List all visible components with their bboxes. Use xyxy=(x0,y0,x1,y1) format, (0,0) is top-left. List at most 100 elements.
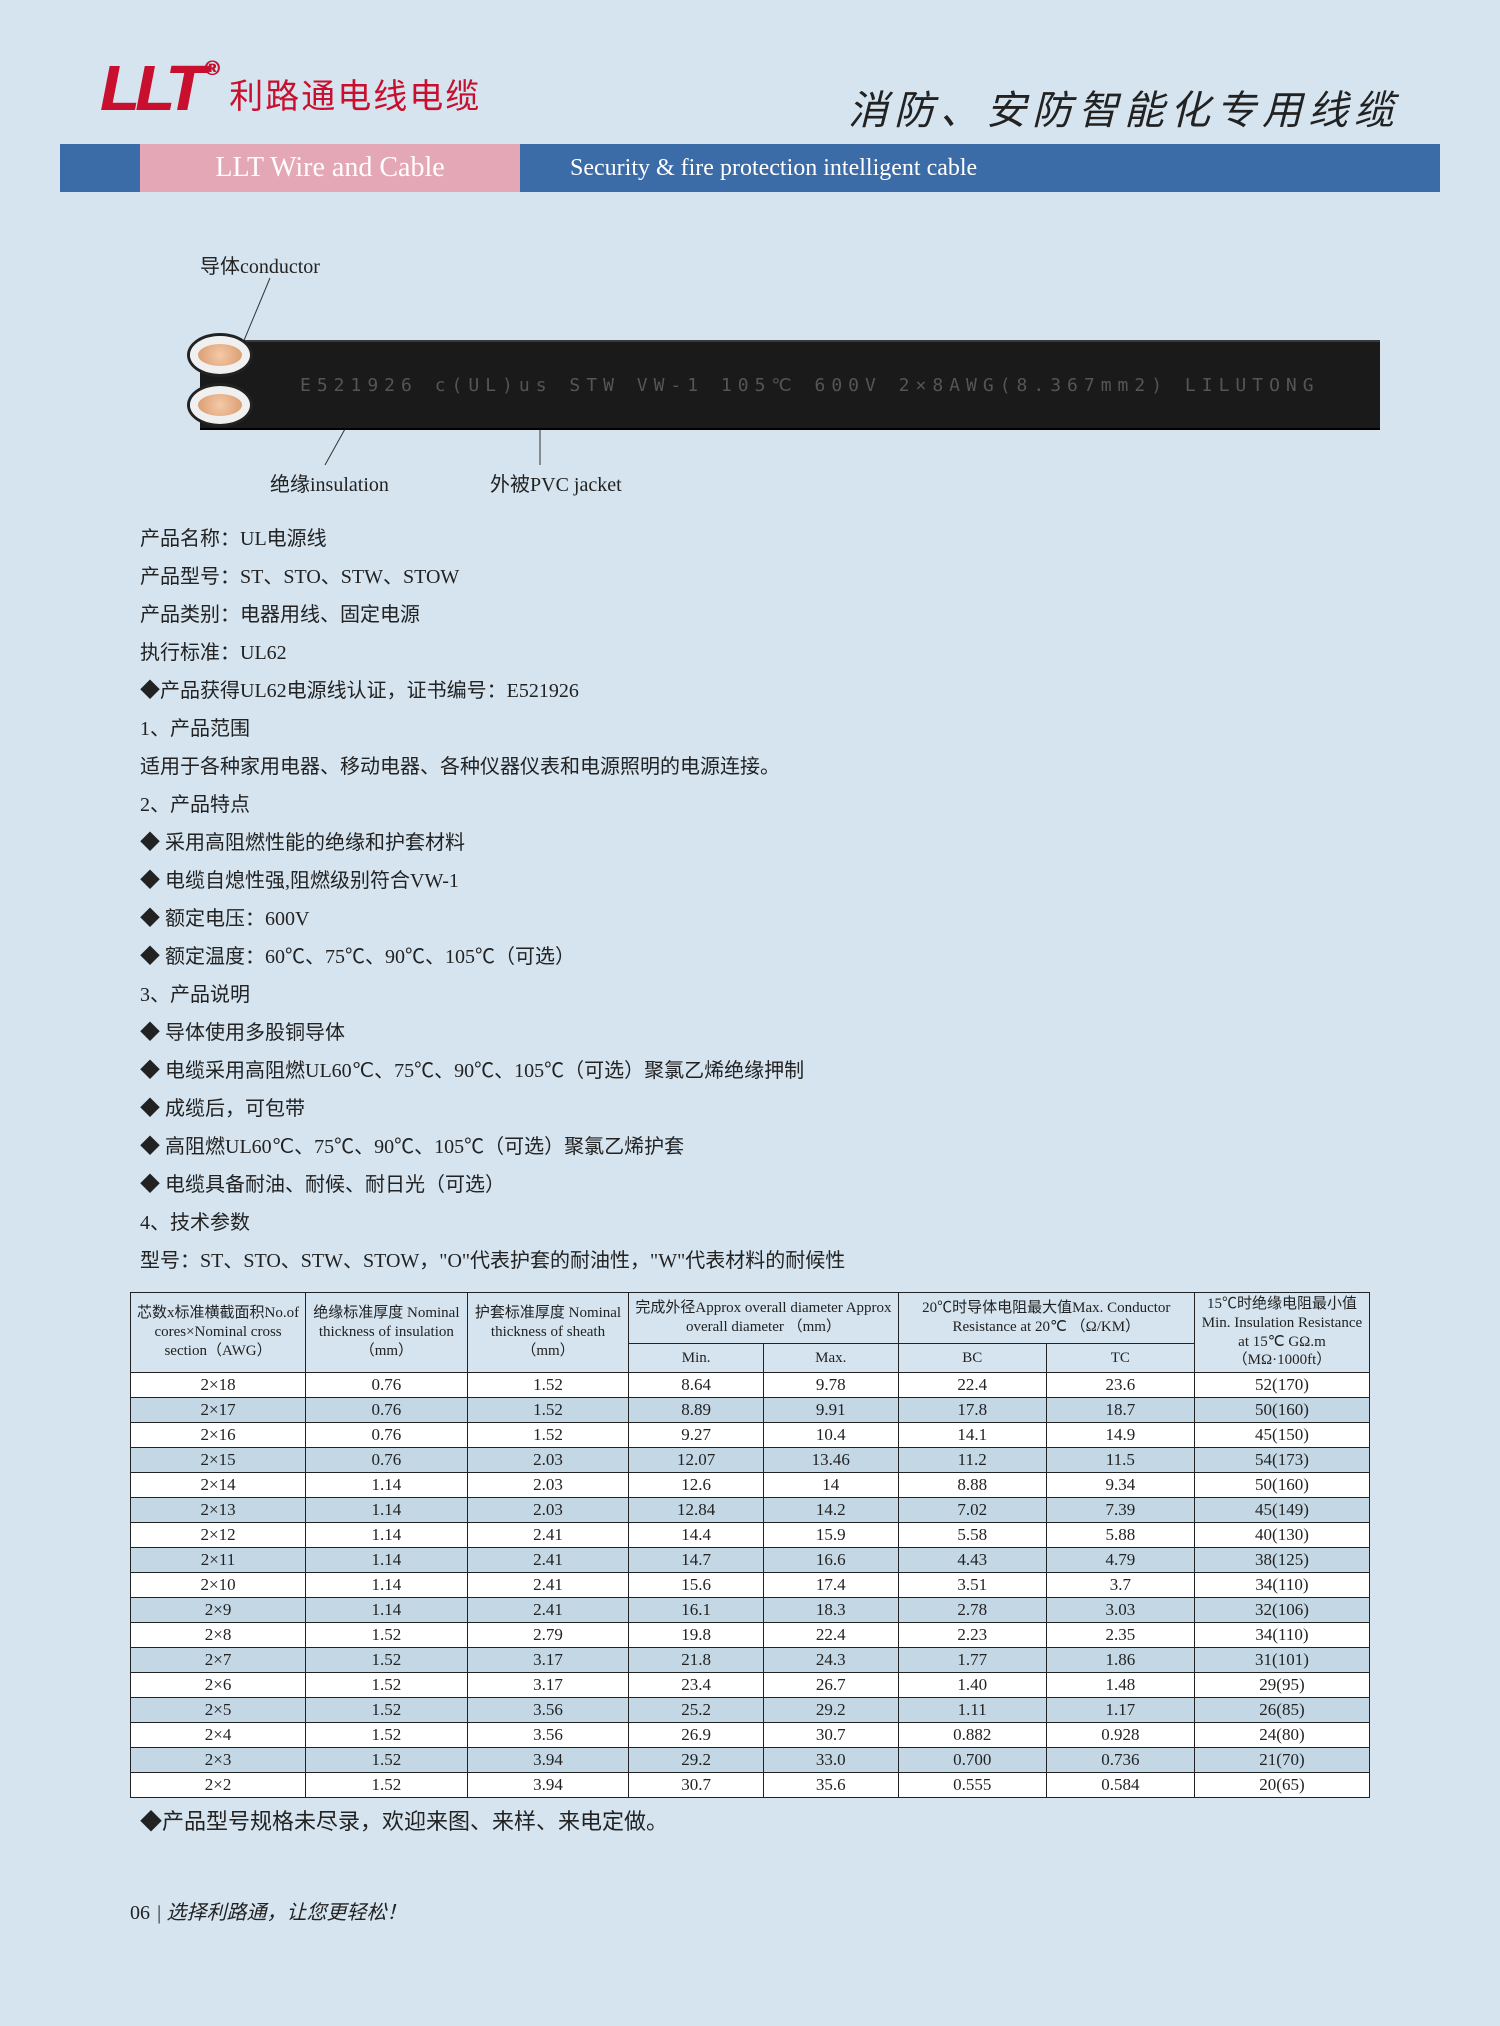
table-cell: 3.56 xyxy=(467,1723,629,1748)
table-cell: 29(95) xyxy=(1194,1673,1369,1698)
table-cell: 1.52 xyxy=(306,1648,468,1673)
table-cell: 26.9 xyxy=(629,1723,764,1748)
table-cell: 17.4 xyxy=(763,1573,898,1598)
table-cell: 3.94 xyxy=(467,1748,629,1773)
table-cell: 34(110) xyxy=(1194,1573,1369,1598)
table-cell: 50(160) xyxy=(1194,1398,1369,1423)
table-cell: 29.2 xyxy=(629,1748,764,1773)
table-cell: 16.1 xyxy=(629,1598,764,1623)
section-bullet: 适用于各种家用电器、移动电器、各种仪器仪表和电源照明的电源连接。 xyxy=(140,748,1360,786)
table-cell: 2×4 xyxy=(131,1723,306,1748)
table-cell: 5.88 xyxy=(1046,1523,1194,1548)
table-row: 2×61.523.1723.426.71.401.4829(95) xyxy=(131,1673,1370,1698)
section-bullet: 采用高阻燃性能的绝缘和护套材料 xyxy=(140,824,1360,862)
table-cell: 3.17 xyxy=(467,1648,629,1673)
table-cell: 2×8 xyxy=(131,1623,306,1648)
table-cell: 3.51 xyxy=(898,1573,1046,1598)
table-row: 2×150.762.0312.0713.4611.211.554(173) xyxy=(131,1448,1370,1473)
table-cell: 2.03 xyxy=(467,1498,629,1523)
table-cell: 2.23 xyxy=(898,1623,1046,1648)
info-line: 产品名称：UL电源线 xyxy=(140,520,1360,558)
section-bullet: 成缆后，可包带 xyxy=(140,1090,1360,1128)
table-cell: 14.9 xyxy=(1046,1423,1194,1448)
page-number: 06 xyxy=(130,1902,150,1924)
th: BC xyxy=(898,1344,1046,1373)
table-cell: 2×6 xyxy=(131,1673,306,1698)
table-cell: 9.27 xyxy=(629,1423,764,1448)
table-cell: 2×5 xyxy=(131,1698,306,1723)
section-title: 1、产品范围 xyxy=(140,710,1360,748)
table-cell: 34(110) xyxy=(1194,1623,1369,1648)
table-cell: 14.7 xyxy=(629,1548,764,1573)
table-cell: 1.14 xyxy=(306,1598,468,1623)
table-row: 2×71.523.1721.824.31.771.8631(101) xyxy=(131,1648,1370,1673)
table-cell: 1.40 xyxy=(898,1673,1046,1698)
table-cell: 9.91 xyxy=(763,1398,898,1423)
table-cell: 2.78 xyxy=(898,1598,1046,1623)
section-title: 4、技术参数 xyxy=(140,1204,1360,1242)
table-cell: 13.46 xyxy=(763,1448,898,1473)
cable-body: E521926 c(UL)us STW VW-1 105℃ 600V 2×8AW… xyxy=(200,340,1380,430)
info-line: 产品类别：电器用线、固定电源 xyxy=(140,596,1360,634)
callout-jacket: 外被PVC jacket xyxy=(490,468,622,497)
table-cell: 22.4 xyxy=(763,1623,898,1648)
table-cell: 2.79 xyxy=(467,1623,629,1648)
page-footer: 06| 选择利路通，让您更轻松！ xyxy=(130,1896,1440,1925)
info-line: 执行标准：UL62 xyxy=(140,634,1360,672)
table-cell: 0.700 xyxy=(898,1748,1046,1773)
table-cell: 2×14 xyxy=(131,1473,306,1498)
table-cell: 3.94 xyxy=(467,1773,629,1798)
table-cell: 2×7 xyxy=(131,1648,306,1673)
table-head: 芯数x标准横截面积No.of cores×Nominal cross secti… xyxy=(131,1293,1370,1373)
table-cell: 18.7 xyxy=(1046,1398,1194,1423)
table-cell: 2×13 xyxy=(131,1498,306,1523)
page-header: LLT® 利路通电线电缆 消防、安防智能化专用线缆 LLT Wire and C… xyxy=(60,60,1440,210)
subbar-pink: LLT Wire and Cable xyxy=(140,144,520,192)
table-cell: 2.41 xyxy=(467,1598,629,1623)
table-cell: 12.6 xyxy=(629,1473,764,1498)
content-body: 产品名称：UL电源线 产品型号：ST、STO、STW、STOW 产品类别：电器用… xyxy=(140,520,1360,1280)
cable-end-icon xyxy=(160,330,280,440)
table-cell: 3.56 xyxy=(467,1698,629,1723)
table-cell: 23.4 xyxy=(629,1673,764,1698)
table-cell: 50(160) xyxy=(1194,1473,1369,1498)
table-cell: 3.03 xyxy=(1046,1598,1194,1623)
table-row: 2×121.142.4114.415.95.585.8840(130) xyxy=(131,1523,1370,1548)
table-cell: 29.2 xyxy=(763,1698,898,1723)
table-cell: 4.79 xyxy=(1046,1548,1194,1573)
footer-note: ◆产品型号规格未尽录，欢迎来图、来样、来电定做。 xyxy=(140,1804,1360,1836)
section-title: 2、产品特点 xyxy=(140,786,1360,824)
section-bullet: 电缆自熄性强,阻燃级别符合VW-1 xyxy=(140,862,1360,900)
table-cell: 30.7 xyxy=(629,1773,764,1798)
table-cell: 0.555 xyxy=(898,1773,1046,1798)
table-cell: 30.7 xyxy=(763,1723,898,1748)
table-cell: 24(80) xyxy=(1194,1723,1369,1748)
th: 绝缘标准厚度 Nominal thickness of insulation（m… xyxy=(306,1293,468,1373)
table-cell: 18.3 xyxy=(763,1598,898,1623)
table-cell: 0.76 xyxy=(306,1448,468,1473)
table-cell: 2×17 xyxy=(131,1398,306,1423)
table-cell: 3.17 xyxy=(467,1673,629,1698)
table-cell: 0.736 xyxy=(1046,1748,1194,1773)
info-line: 产品型号：ST、STO、STW、STOW xyxy=(140,558,1360,596)
table-cell: 11.2 xyxy=(898,1448,1046,1473)
table-cell: 17.8 xyxy=(898,1398,1046,1423)
table-cell: 1.52 xyxy=(306,1773,468,1798)
table-cell: 2.41 xyxy=(467,1573,629,1598)
table-cell: 1.52 xyxy=(306,1748,468,1773)
table-cell: 1.77 xyxy=(898,1648,1046,1673)
table-cell: 1.14 xyxy=(306,1573,468,1598)
table-cell: 11.5 xyxy=(1046,1448,1194,1473)
table-cell: 19.8 xyxy=(629,1623,764,1648)
table-cell: 2×3 xyxy=(131,1748,306,1773)
table-cell: 9.78 xyxy=(763,1373,898,1398)
table-cell: 26.7 xyxy=(763,1673,898,1698)
th: Min. xyxy=(629,1344,764,1373)
table-cell: 1.52 xyxy=(306,1673,468,1698)
logo-area: LLT® 利路通电线电缆 xyxy=(100,60,481,118)
th: Max. xyxy=(763,1344,898,1373)
table-cell: 1.52 xyxy=(306,1698,468,1723)
th: TC xyxy=(1046,1344,1194,1373)
table-cell: 33.0 xyxy=(763,1748,898,1773)
section-bullet: 高阻燃UL60℃、75℃、90℃、105℃（可选）聚氯乙烯护套 xyxy=(140,1128,1360,1166)
